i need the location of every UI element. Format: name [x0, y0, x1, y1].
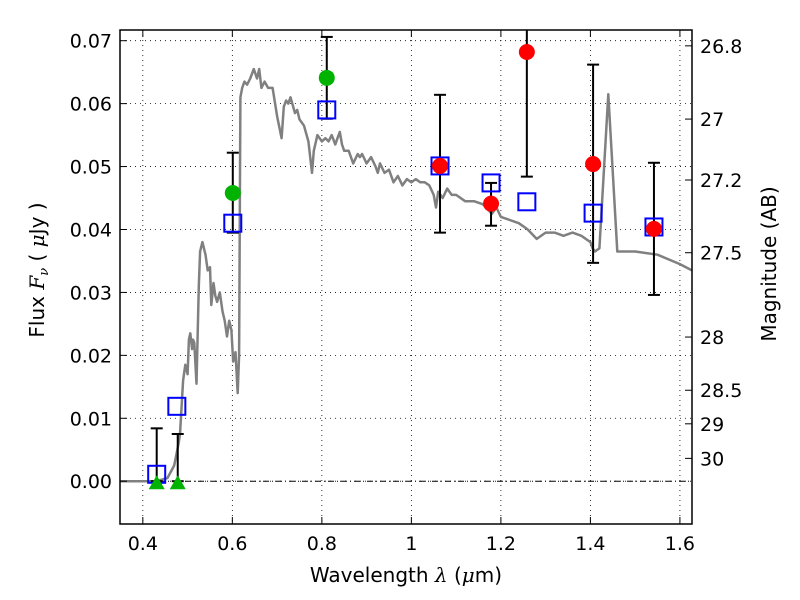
y2-tick-label: 28.5 — [700, 380, 742, 402]
axes-frame — [119, 29, 693, 525]
y-axis-label: Flux Fν ( μJy ) — [25, 202, 52, 337]
y-tick-label: 0.00 — [70, 471, 112, 493]
y-tick-label: 0.04 — [70, 219, 112, 241]
y-tick-label: 0.01 — [70, 408, 112, 430]
y2-tick-label: 30 — [700, 448, 724, 470]
y-tick-label: 0.03 — [70, 282, 112, 304]
y-tick-label: 0.07 — [70, 31, 112, 53]
red-data-point — [518, 44, 535, 61]
x-tick-label: 1.6 — [665, 533, 695, 555]
ticks — [120, 30, 692, 524]
model-photometry-square — [583, 203, 603, 223]
green-data-point — [224, 184, 241, 201]
model-sed-line — [120, 67, 692, 483]
y2-tick-label: 27.5 — [700, 243, 742, 265]
upper-limit-triangle — [148, 475, 165, 490]
red-data-point — [483, 195, 500, 212]
model-photometry-square — [517, 192, 537, 212]
x-tick-label: 0.4 — [128, 533, 158, 555]
upper-limit-triangle — [169, 475, 186, 490]
y2-tick-label: 29 — [700, 414, 724, 436]
y2-tick-label: 28 — [700, 327, 724, 349]
red-data-point — [432, 157, 449, 174]
red-data-point — [645, 220, 662, 237]
y2-tick-label: 27.2 — [700, 170, 742, 192]
green-data-point — [318, 69, 335, 86]
model-photometry-square — [430, 156, 450, 176]
model-photometry-square — [317, 100, 337, 120]
y-tick-label: 0.05 — [70, 157, 112, 179]
y-tick-label: 0.06 — [70, 94, 112, 116]
tick-labels: 0.4 0.6 0.8 1 1.2 1.4 1.6 0.00 0.01 0.02 0.03 0.04 0… — [70, 31, 743, 555]
x-tick-label: 1 — [405, 533, 417, 555]
model-photometry-square — [223, 213, 243, 233]
red-data-point — [585, 156, 602, 173]
x-tick-label: 1.4 — [575, 533, 605, 555]
y-tick-label: 0.02 — [70, 345, 112, 367]
x-tick-label: 0.6 — [217, 533, 247, 555]
x-axis-label: Wavelength λ (μm) — [310, 563, 502, 587]
model-photometry-square — [167, 396, 187, 416]
model-photometry-square — [481, 173, 501, 193]
y2-axis-label: Magnitude (AB) — [757, 186, 781, 341]
x-tick-label: 0.8 — [307, 533, 337, 555]
y2-tick-label: 27 — [700, 109, 724, 131]
x-tick-label: 1.2 — [486, 533, 516, 555]
plot-area — [120, 30, 692, 490]
y2-tick-label: 26.8 — [700, 36, 742, 58]
